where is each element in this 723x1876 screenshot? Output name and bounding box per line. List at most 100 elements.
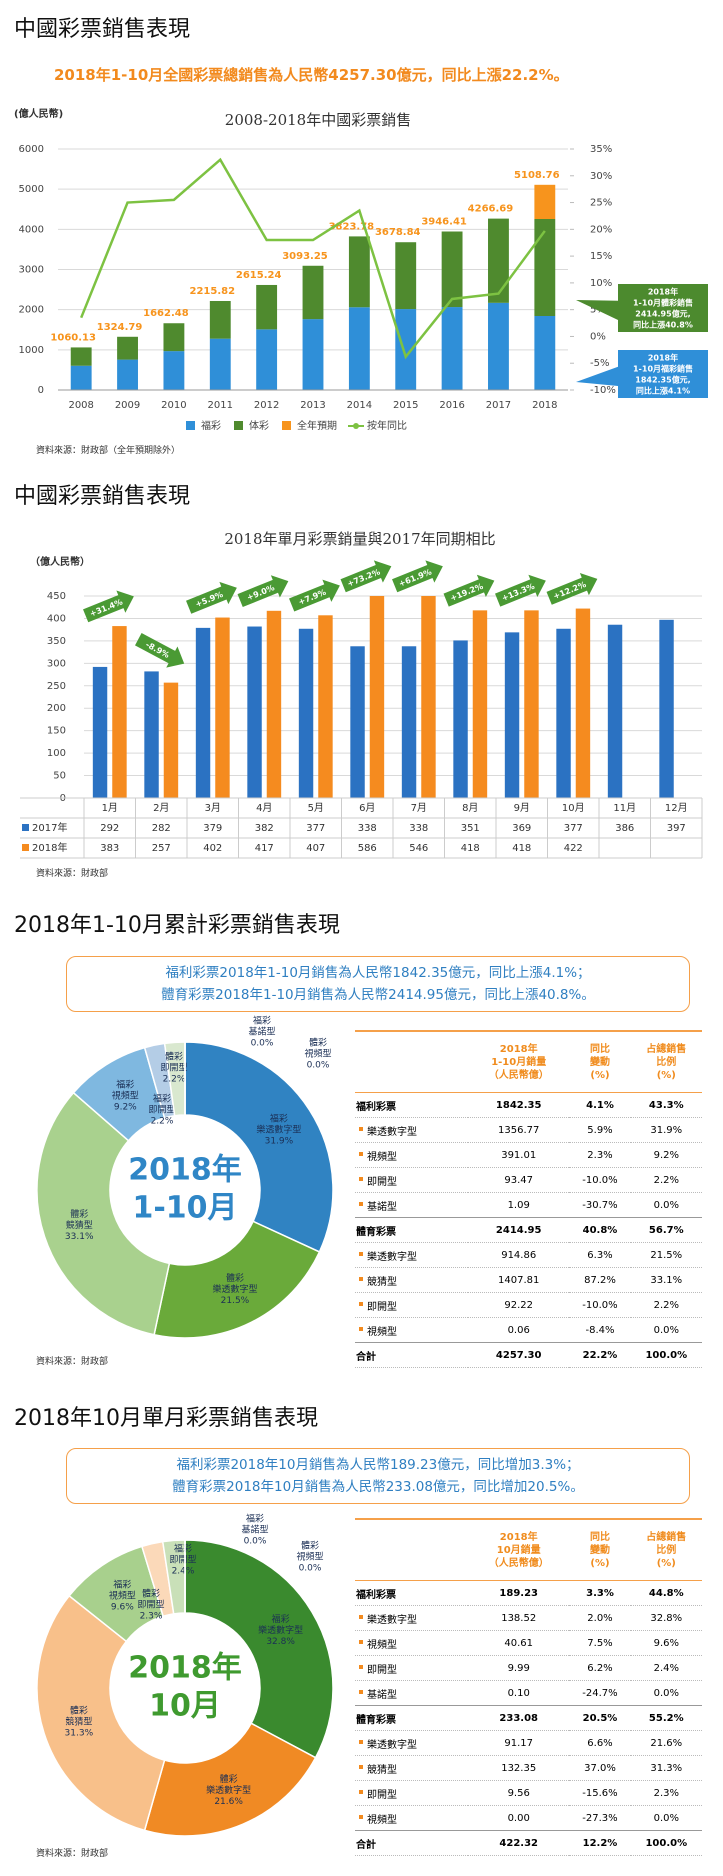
slice-label: 福彩 xyxy=(174,1543,192,1555)
y2-tick-label: 0% xyxy=(590,331,606,342)
row-label: 樂透數字型 xyxy=(355,1117,468,1143)
slice-label: 視頻型 xyxy=(304,1048,331,1060)
cell: 40.61 xyxy=(468,1630,570,1656)
header-line: (%) xyxy=(590,1557,610,1569)
y2-tick-label: 15% xyxy=(590,251,612,262)
cell: 91.17 xyxy=(468,1730,570,1756)
bar xyxy=(247,626,262,798)
chart-title: 2018年單月彩票銷量與2017年同期相比 xyxy=(224,530,495,548)
source: 資料來源：財政部 xyxy=(36,1357,109,1367)
slice-label: 9.2% xyxy=(114,1102,137,1112)
legend-swatch xyxy=(186,421,195,430)
table-wrap: 2018年 10月銷量 （人民幣億） 同比 變動 (%) 占總銷售 比例 (%) 福利彩票 189.… xyxy=(355,1518,702,1856)
slice-label: 21.6% xyxy=(214,1797,243,1807)
cell: 12.2% xyxy=(569,1830,631,1856)
item-row: 基諾型 0.10 -24.7% 0.0% xyxy=(355,1680,702,1706)
header-line: 2018年 xyxy=(499,1043,538,1055)
row-label: 福利彩票 xyxy=(355,1092,468,1118)
slice-label: 0.0% xyxy=(299,1564,322,1574)
donut-slice xyxy=(184,1041,334,1253)
slice-label: 體彩 xyxy=(220,1773,238,1785)
y-tick-label: 0 xyxy=(38,385,44,396)
slice-label: 福彩 xyxy=(270,1112,288,1124)
bar xyxy=(70,347,92,366)
group-row: 體育彩票 2414.95 40.8% 56.7% xyxy=(355,1217,702,1243)
y-tick-label: 400 xyxy=(47,613,66,624)
bar xyxy=(117,359,138,390)
row-label: 合計 xyxy=(355,1342,468,1368)
y-axis-label: （億人民幣） xyxy=(30,555,90,568)
section-title: 2018年1-10月累計彩票銷售表現 xyxy=(14,913,340,938)
cell: -10.0% xyxy=(569,1167,631,1193)
slice-label: 體彩 xyxy=(142,1588,160,1600)
header-line: 占總銷售 xyxy=(646,1531,687,1543)
total-row: 合計 4257.30 22.2% 100.0% xyxy=(355,1342,702,1368)
cell: 2.4% xyxy=(630,1655,702,1681)
arrow-shape xyxy=(340,560,392,593)
cell: 21.6% xyxy=(630,1730,702,1756)
row-label: 福利彩票 xyxy=(355,1580,468,1606)
arrow-shape xyxy=(135,633,185,668)
total-label: 1060.13 xyxy=(50,332,96,343)
legend-swatch xyxy=(353,423,359,429)
cell: 9.6% xyxy=(630,1630,702,1656)
cell: 189.23 xyxy=(468,1580,570,1606)
slice-label: 即開型 xyxy=(169,1555,196,1566)
bar xyxy=(163,682,179,798)
slice-label: 基諾型 xyxy=(248,1026,275,1038)
x-tick-label: 2013 xyxy=(300,400,325,411)
arrow-shape xyxy=(289,579,340,612)
callout-text: 2414.95億元, xyxy=(635,309,690,319)
total-label: 3678.84 xyxy=(375,227,421,238)
bar xyxy=(607,624,623,798)
slice-label: 福彩 xyxy=(116,1078,134,1090)
center-label: 2018年 xyxy=(128,1651,242,1686)
growth-arrow: +9.0% xyxy=(237,575,289,608)
cell: 132.35 xyxy=(468,1755,570,1781)
cell: 1.09 xyxy=(468,1192,570,1218)
bar xyxy=(488,218,509,303)
cell: 422.32 xyxy=(468,1830,570,1856)
x-tick-label: 4月 xyxy=(256,802,272,814)
legend-swatch xyxy=(282,421,291,430)
table-value: 377 xyxy=(564,823,583,834)
bar xyxy=(92,666,108,798)
arrow-shape xyxy=(186,581,237,614)
arrow-shape xyxy=(443,574,495,607)
total-label: 1662.48 xyxy=(143,308,189,319)
y2-tick-label: -10% xyxy=(590,385,616,396)
cell: 3.3% xyxy=(569,1580,631,1606)
bar xyxy=(209,338,231,390)
bar xyxy=(302,265,324,320)
cell: 21.5% xyxy=(630,1242,702,1268)
cell: 31.3% xyxy=(630,1755,702,1781)
cell: -15.6% xyxy=(569,1780,631,1806)
section-title: 中國彩票銷售表現 xyxy=(14,17,191,42)
section-title: 中國彩票銷售表現 xyxy=(14,484,191,509)
legend-label: 按年同比 xyxy=(367,419,407,432)
summary-line: 體育彩票2018年1-10月銷售為人民幣2414.95億元，同比上漲40.8%。 xyxy=(161,987,595,1003)
item-row: 樂透數字型 91.17 6.6% 21.6% xyxy=(355,1730,702,1756)
row-label: 樂透數字型 xyxy=(355,1242,468,1268)
table-value: 586 xyxy=(358,843,377,854)
bar xyxy=(112,626,127,798)
bar xyxy=(421,596,436,798)
cell: 2.2% xyxy=(630,1167,702,1193)
x-tick-label: 2010 xyxy=(161,400,186,411)
slice-label: 2.2% xyxy=(163,1075,186,1085)
y-tick-label: 50 xyxy=(53,771,66,782)
item-row: 視頻型 391.01 2.3% 9.2% xyxy=(355,1142,702,1168)
cell: -24.7% xyxy=(569,1680,631,1706)
slice-label: 福彩 xyxy=(153,1093,171,1105)
callout-box xyxy=(576,350,708,398)
legend-label: 体彩 xyxy=(249,420,269,432)
header-line: 比例 xyxy=(656,1544,677,1556)
header-line: (%) xyxy=(590,1069,610,1081)
slice-label: 體彩 xyxy=(301,1540,319,1552)
growth-arrow: +7.9% xyxy=(289,579,340,612)
donut-slice xyxy=(153,1220,321,1339)
x-tick-label: 12月 xyxy=(665,802,688,814)
legend-label: 2018年 xyxy=(32,841,67,854)
header-line: 占總銷售 xyxy=(646,1043,687,1055)
y-tick-label: 450 xyxy=(47,591,66,602)
